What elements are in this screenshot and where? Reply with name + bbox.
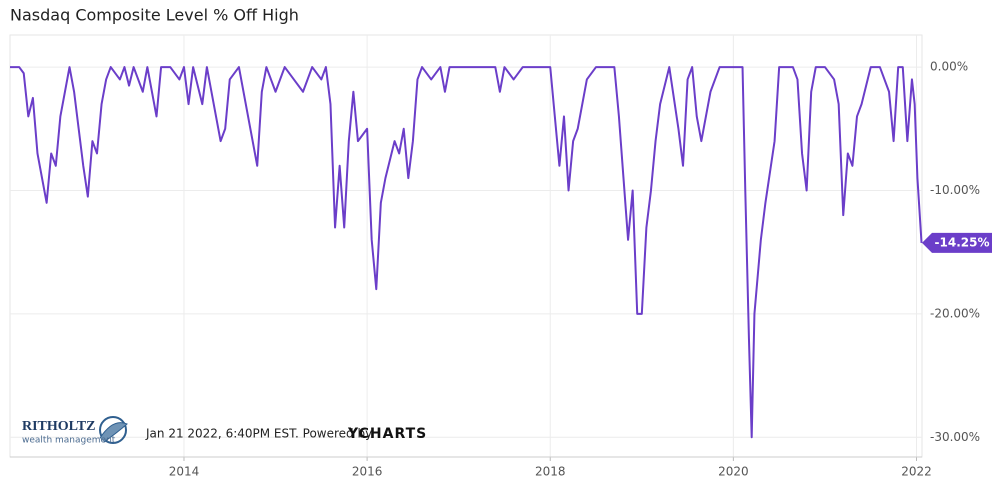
x-tick-label: 2014	[169, 465, 200, 479]
plot-border	[9, 34, 923, 458]
chart-title: Nasdaq Composite Level % Off High	[10, 6, 299, 25]
y-tick-label: -20.00%	[930, 306, 980, 320]
x-tick-label: 2020	[718, 465, 749, 479]
logo-name: RITHOLTZ	[22, 419, 95, 434]
footer-brand: YCHARTS	[347, 426, 427, 442]
x-tick-label: 2022	[901, 465, 932, 479]
last-value-label: -14.25%	[935, 235, 990, 249]
logo-sub: wealth management	[22, 436, 116, 446]
y-tick-label: -10.00%	[930, 183, 980, 197]
last-value-tag	[922, 232, 992, 253]
y-tick-label: -30.00%	[930, 430, 980, 444]
line	[10, 66, 923, 439]
logo-icon	[99, 416, 127, 444]
x-tick-label: 2018	[535, 465, 566, 479]
x-tick-label: 2016	[352, 465, 383, 479]
footer: Jan 21 2022, 6:40PM EST. Powered by	[145, 427, 372, 441]
logo-icon	[99, 422, 128, 443]
y-tick-label: 0.00%	[930, 60, 968, 74]
